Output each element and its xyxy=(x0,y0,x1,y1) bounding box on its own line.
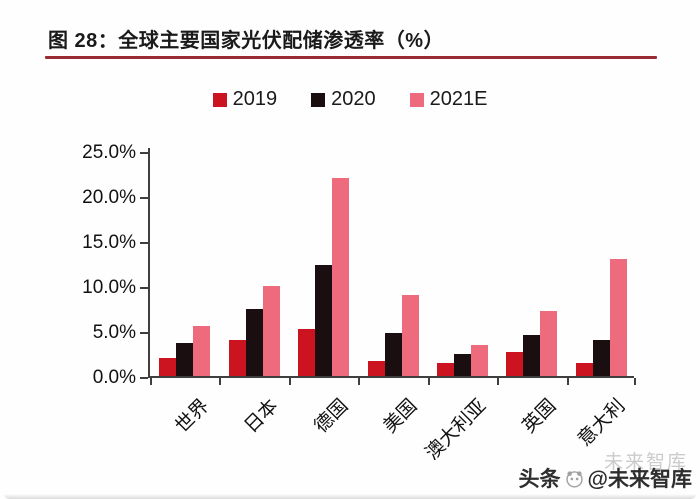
bar-2019-世界 xyxy=(159,358,177,376)
bar-2019-意大利 xyxy=(575,362,593,376)
bar-2020-德国 xyxy=(315,265,333,376)
bar-2020-美国 xyxy=(384,332,402,376)
bar-2020-日本 xyxy=(245,308,263,376)
y-axis-tick xyxy=(140,377,148,379)
bar-2019-英国 xyxy=(506,351,524,376)
panda-logo-icon xyxy=(565,470,583,488)
legend-item-2020: 2020 xyxy=(311,88,376,111)
x-axis-tick xyxy=(427,378,430,385)
y-axis-label: 5.0% xyxy=(92,322,136,343)
chart-legend: 2019 2020 2021E xyxy=(0,88,700,111)
y-axis-tick xyxy=(140,197,148,199)
image-bottom-shadow xyxy=(4,494,696,499)
legend-item-2019: 2019 xyxy=(212,88,278,111)
x-axis-tick xyxy=(358,378,361,385)
legend-item-2021e: 2021E xyxy=(409,88,488,111)
x-axis-label: 世界 xyxy=(171,395,214,438)
bar-2020-澳大利亚 xyxy=(453,353,471,376)
y-axis-label: 20.0% xyxy=(82,187,136,208)
y-axis-tick xyxy=(140,287,148,289)
x-axis-tick xyxy=(566,378,569,385)
x-axis-label: 英国 xyxy=(518,395,561,438)
x-axis-label: 意大利 xyxy=(574,395,630,451)
bar-2021E-德国 xyxy=(332,178,350,376)
bar-2021E-世界 xyxy=(193,325,211,376)
legend-swatch-2021e-icon xyxy=(409,92,424,107)
legend-label-2019: 2019 xyxy=(232,88,278,110)
x-axis-label: 德国 xyxy=(310,395,352,438)
legend-label-2021e: 2021E xyxy=(429,88,488,110)
x-axis-label: 美国 xyxy=(379,395,422,438)
watermark-faint: 未来智库 xyxy=(603,452,688,473)
watermark: 头条 @未来智库 xyxy=(519,463,692,493)
x-axis-label: 日本 xyxy=(240,395,283,438)
x-axis-tick xyxy=(150,378,152,385)
legend-label-2020: 2020 xyxy=(331,88,376,110)
bar-2021E-意大利 xyxy=(609,259,627,376)
bar-2019-日本 xyxy=(228,340,246,376)
y-axis-tick xyxy=(140,332,148,334)
y-axis-tick xyxy=(140,152,148,154)
y-axis-label: 10.0% xyxy=(82,277,136,298)
bar-2021E-日本 xyxy=(262,286,280,376)
x-axis-label: 澳大利亚 xyxy=(422,395,491,465)
bar-2019-美国 xyxy=(367,360,385,376)
bar-2019-澳大利亚 xyxy=(436,363,454,376)
watermark-prefix: 头条 xyxy=(518,468,561,491)
y-axis-label: 25.0% xyxy=(82,142,136,163)
legend-swatch-2019-icon xyxy=(212,92,227,107)
bar-2021E-澳大利亚 xyxy=(470,344,488,376)
legend-swatch-2020-icon xyxy=(311,92,326,107)
x-axis-tick xyxy=(497,378,500,385)
bar-2019-德国 xyxy=(298,329,316,376)
bar-2020-英国 xyxy=(523,334,541,376)
title-underline-rule xyxy=(45,56,657,59)
bar-2020-世界 xyxy=(176,342,194,376)
figure-title: 图 28：全球主要国家光伏配储渗透率（%） xyxy=(48,30,445,52)
x-axis-tick xyxy=(634,378,636,385)
x-axis-tick xyxy=(219,378,222,385)
watermark-suffix: @未来智库 xyxy=(587,468,692,491)
y-axis-label: 0.0% xyxy=(92,367,136,388)
bar-chart-plot-area: 0.0% 5.0% 10.0% 15.0% 20.0% 25.0% 世界 日本 德国 美国 澳大利亚… xyxy=(82,142,636,464)
bar-2021E-英国 xyxy=(540,311,558,376)
y-axis-label: 15.0% xyxy=(82,232,136,253)
x-axis-tick xyxy=(288,378,291,385)
bar-2021E-美国 xyxy=(401,295,419,376)
bar-2020-意大利 xyxy=(592,340,610,376)
y-axis-tick xyxy=(140,242,148,244)
